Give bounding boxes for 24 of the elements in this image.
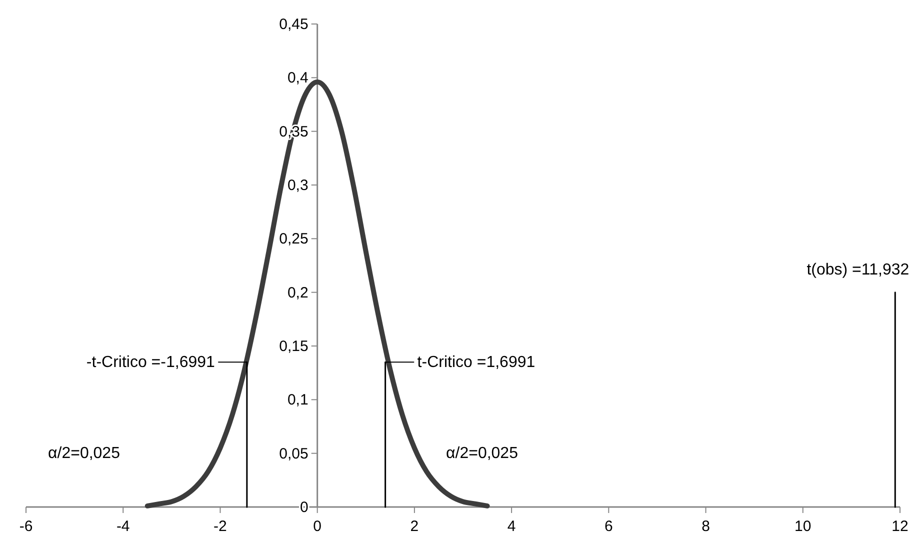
x-tick-label: 4 xyxy=(507,518,516,535)
x-tick-label: -6 xyxy=(19,518,33,535)
x-tick-label: 0 xyxy=(313,518,322,535)
y-tick-label: 0,1 xyxy=(287,392,308,409)
x-tick-label: 2 xyxy=(410,518,419,535)
x-tick-label: 12 xyxy=(892,518,908,535)
y-tick-label: 0,05 xyxy=(279,445,308,462)
y-tick-label: 0 xyxy=(300,499,308,516)
x-tick-label: -4 xyxy=(116,518,130,535)
y-tick-label: 0,3 xyxy=(287,177,308,194)
y-tick-label: 0,4 xyxy=(287,70,308,87)
annotation: t-Critico =1,6991 xyxy=(417,354,536,372)
x-tick-label: 6 xyxy=(604,518,613,535)
y-tick-label: 0,2 xyxy=(287,284,308,302)
annotation: t(obs) =11,932 xyxy=(806,261,910,278)
x-tick-label: 8 xyxy=(702,518,710,535)
y-tick-label: 0,45 xyxy=(279,16,308,33)
x-tick-label: -2 xyxy=(214,518,227,535)
x-tick-label: 10 xyxy=(794,518,812,535)
annotation: α/2=0,025 xyxy=(48,445,120,462)
annotation: -t-Critico =-1,6991 xyxy=(86,354,216,372)
annotation: α/2=0,025 xyxy=(446,445,518,462)
y-tick-label: 0,25 xyxy=(279,230,308,248)
y-tick-label: 0,15 xyxy=(279,338,308,355)
